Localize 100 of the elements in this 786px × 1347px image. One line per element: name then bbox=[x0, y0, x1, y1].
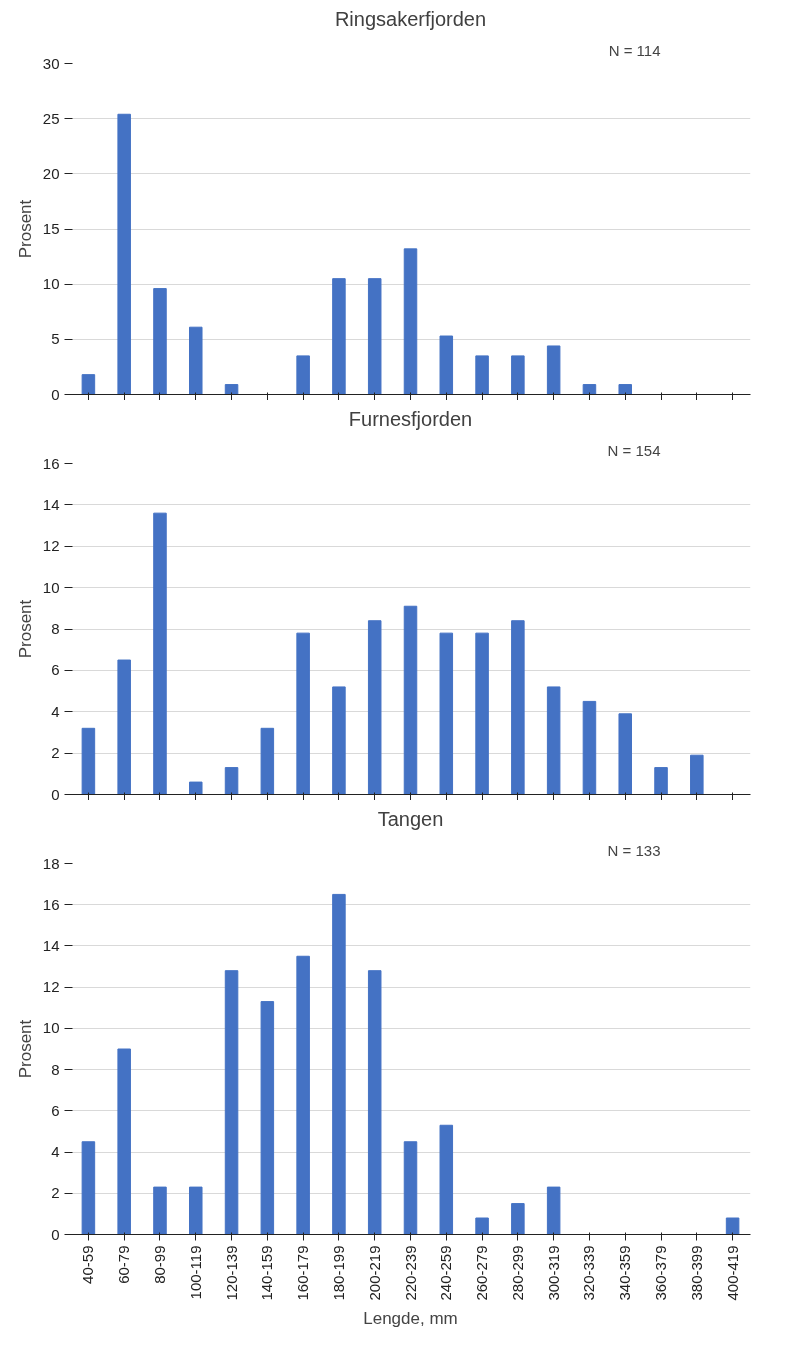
chart-title: Tangen bbox=[377, 807, 444, 830]
y-tick-label: 2 bbox=[51, 744, 60, 762]
bar bbox=[475, 355, 489, 395]
bar bbox=[117, 659, 131, 795]
y-tick-label: 16 bbox=[42, 895, 60, 913]
y-tick-label: 6 bbox=[51, 1101, 60, 1119]
x-tick-label: 120-139 bbox=[222, 1245, 240, 1301]
chart-title: Furnesfjorden bbox=[348, 407, 473, 430]
bar bbox=[546, 345, 561, 395]
y-axis-title: Prosent bbox=[15, 599, 35, 659]
bar bbox=[189, 1186, 203, 1235]
bar bbox=[367, 620, 382, 795]
y-tick-label: 2 bbox=[51, 1184, 60, 1202]
x-tick-label: 320-339 bbox=[580, 1245, 598, 1301]
x-tick-label: 360-379 bbox=[652, 1245, 670, 1301]
bar bbox=[511, 620, 525, 795]
bar bbox=[224, 970, 239, 1235]
bar bbox=[403, 248, 418, 395]
bar bbox=[81, 374, 96, 395]
y-tick-label: 0 bbox=[51, 385, 60, 403]
y-axis-title: Prosent bbox=[15, 1019, 35, 1079]
bar bbox=[439, 1124, 454, 1235]
y-tick-label: 12 bbox=[42, 537, 60, 555]
bar bbox=[546, 686, 561, 795]
bar bbox=[439, 335, 454, 395]
bar bbox=[81, 727, 96, 795]
bar bbox=[224, 384, 239, 395]
x-tick-label: 240-259 bbox=[437, 1245, 455, 1301]
text: N = 114 bbox=[608, 41, 661, 59]
y-tick-label: 8 bbox=[51, 620, 60, 637]
y-tick-label: 6 bbox=[51, 661, 60, 679]
bar bbox=[189, 326, 203, 395]
y-tick-label: 30 bbox=[42, 54, 60, 72]
x-tick-label: 180-199 bbox=[329, 1245, 347, 1301]
bar bbox=[511, 1203, 525, 1235]
bar bbox=[153, 1186, 167, 1235]
bar bbox=[81, 1141, 96, 1235]
x-tick-label: 80-99 bbox=[150, 1245, 168, 1284]
bar bbox=[117, 1048, 131, 1235]
text: N = 154 bbox=[607, 441, 661, 459]
bar bbox=[189, 781, 203, 795]
x-tick-label: 380-399 bbox=[687, 1245, 705, 1301]
bar bbox=[296, 355, 310, 395]
bar bbox=[582, 700, 597, 795]
bar bbox=[296, 632, 310, 795]
bar bbox=[618, 713, 632, 795]
bar bbox=[618, 384, 632, 395]
y-tick-label: 10 bbox=[42, 275, 60, 293]
y-tick-label: 15 bbox=[42, 220, 60, 237]
y-axis-title: Prosent bbox=[15, 199, 35, 259]
x-tick-label: 220-239 bbox=[401, 1245, 419, 1301]
x-tick-label: 200-219 bbox=[365, 1245, 383, 1301]
bar bbox=[475, 1217, 489, 1235]
bar bbox=[403, 1141, 418, 1235]
bar bbox=[725, 1217, 740, 1235]
x-tick-label: 100-119 bbox=[186, 1245, 204, 1300]
bar bbox=[332, 893, 346, 1235]
chart-title: Ringsakerfjorden bbox=[334, 7, 487, 30]
bar bbox=[224, 767, 239, 795]
x-tick-label: 280-299 bbox=[508, 1245, 526, 1301]
y-tick-label: 0 bbox=[51, 1225, 60, 1243]
y-tick-label: 18 bbox=[42, 854, 60, 872]
bar bbox=[582, 384, 597, 395]
x-tick-label: 40-59 bbox=[79, 1245, 97, 1284]
y-tick-label: 16 bbox=[42, 454, 60, 472]
bar bbox=[153, 512, 167, 795]
x-tick-label: 60-79 bbox=[115, 1245, 133, 1284]
x-tick-label: 260-279 bbox=[473, 1245, 491, 1301]
y-tick-label: 20 bbox=[42, 164, 60, 182]
bar bbox=[332, 686, 346, 795]
y-tick-label: 10 bbox=[42, 1019, 60, 1037]
bar bbox=[367, 278, 382, 395]
y-tick-label: 4 bbox=[51, 1143, 60, 1161]
x-axis-title: Lengde, mm bbox=[363, 1308, 458, 1328]
bar bbox=[296, 955, 310, 1235]
x-tick-label: 300-319 bbox=[544, 1245, 562, 1301]
y-tick-label: 14 bbox=[42, 495, 60, 513]
y-tick-label: 8 bbox=[51, 1060, 60, 1078]
x-tick-label: 160-179 bbox=[294, 1245, 312, 1301]
y-tick-label: 12 bbox=[42, 978, 60, 996]
bar bbox=[117, 113, 131, 395]
y-tick-label: 14 bbox=[42, 936, 60, 954]
bar bbox=[475, 632, 489, 795]
x-tick-label: 400-419 bbox=[723, 1245, 741, 1301]
bar bbox=[654, 767, 668, 795]
y-tick-label: 10 bbox=[42, 578, 60, 596]
x-tick-label: 340-359 bbox=[616, 1245, 634, 1301]
y-tick-label: 0 bbox=[51, 785, 60, 803]
y-tick-label: 25 bbox=[42, 109, 60, 127]
text: N = 133 bbox=[607, 841, 661, 859]
bar bbox=[260, 1001, 275, 1235]
bar bbox=[332, 278, 346, 395]
bar bbox=[403, 605, 418, 795]
bar bbox=[511, 355, 525, 395]
bar bbox=[153, 288, 167, 395]
x-tick-label: 140-159 bbox=[258, 1245, 276, 1301]
bar bbox=[690, 754, 704, 795]
bar bbox=[260, 727, 275, 795]
bar bbox=[546, 1186, 561, 1235]
bar bbox=[367, 970, 382, 1235]
